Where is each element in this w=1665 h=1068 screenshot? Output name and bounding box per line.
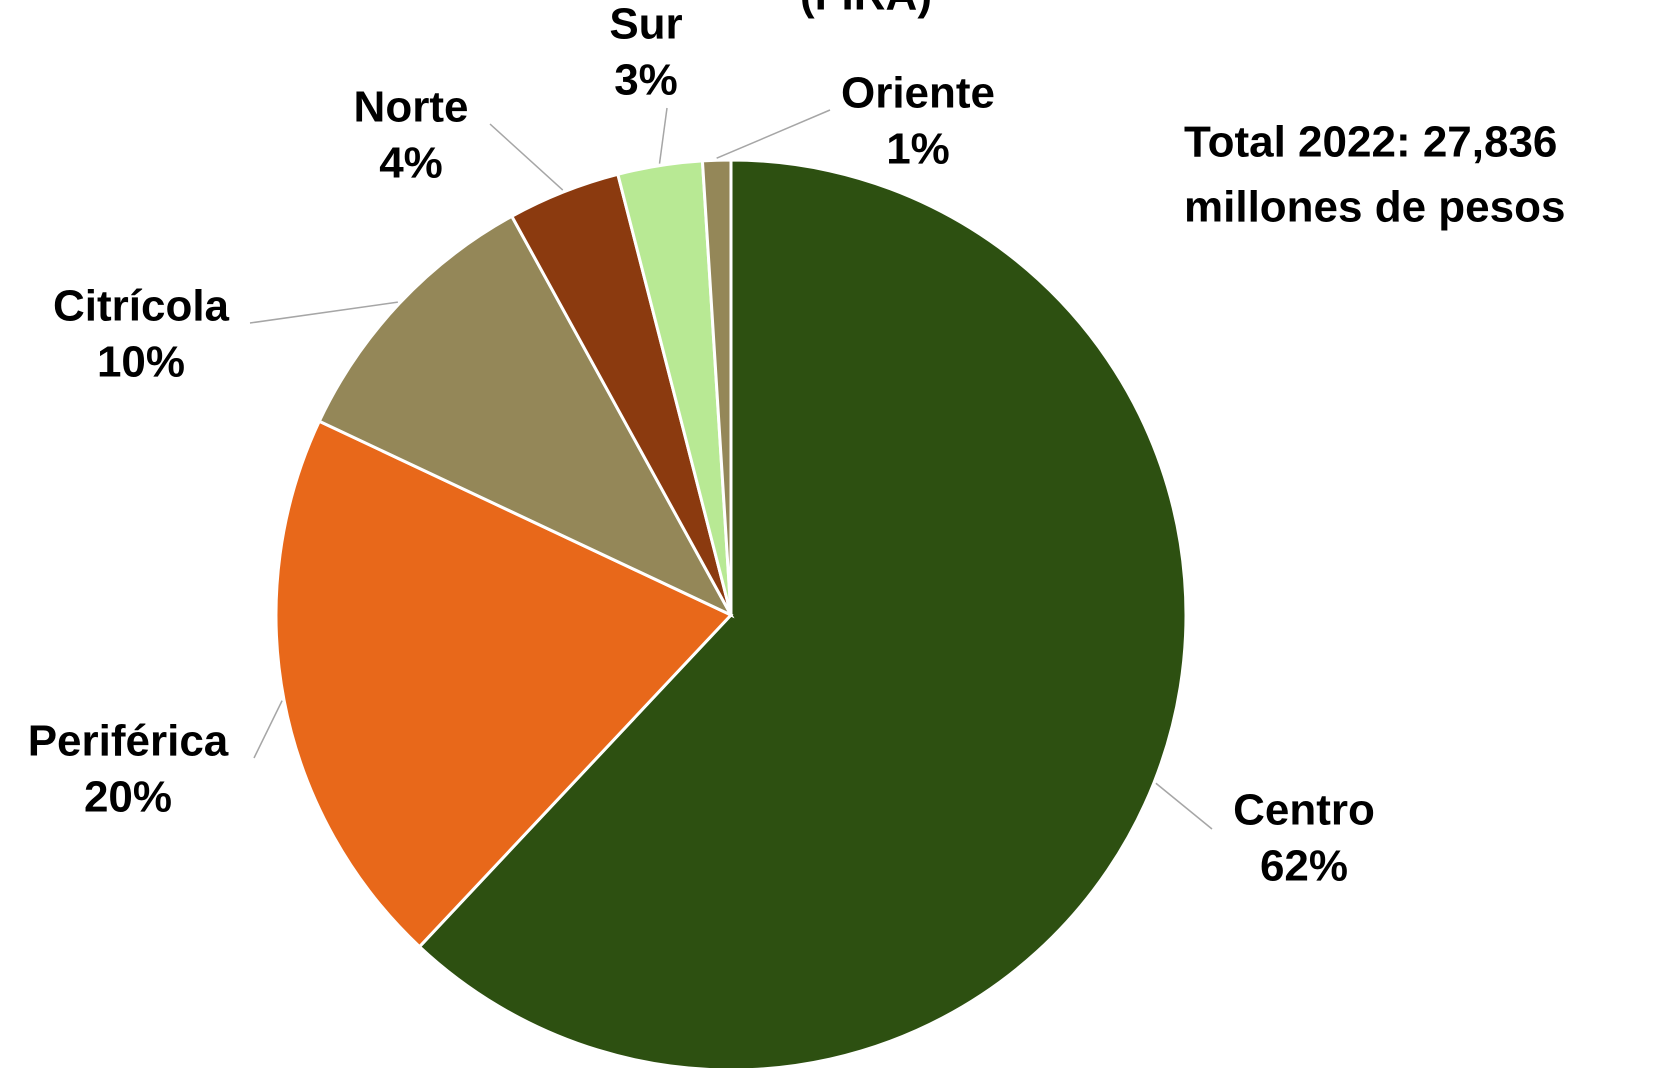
leader-line <box>658 107 668 164</box>
slice-label: Oriente <box>841 69 995 118</box>
slice-value-label: 62% <box>1260 842 1348 891</box>
leader-line <box>489 123 564 191</box>
slice-label: Citrícola <box>53 282 230 331</box>
pie-slice <box>317 214 735 619</box>
slice-label: Centro <box>1233 786 1375 835</box>
slice-label: Norte <box>354 83 469 132</box>
leader-line <box>249 301 398 324</box>
chart-title: (FIRA) <box>800 0 932 20</box>
slice-label: Sur <box>609 0 682 49</box>
annotation: millones de pesos <box>1184 183 1565 232</box>
slice-value-label: 4% <box>379 139 443 188</box>
slice-label: Periférica <box>28 717 229 766</box>
leader-line <box>1155 782 1213 830</box>
slice-value-label: 1% <box>886 125 950 174</box>
leader-line <box>716 109 831 159</box>
leader-line <box>253 700 283 759</box>
pie-slice <box>274 419 734 949</box>
annotation: Total 2022: 27,836 <box>1184 118 1557 167</box>
pie-slice <box>417 158 1188 1068</box>
pie-slice <box>700 158 733 616</box>
slice-value-label: 3% <box>614 56 678 105</box>
slice-value-label: 20% <box>84 773 172 822</box>
slice-value-label: 10% <box>97 338 185 387</box>
